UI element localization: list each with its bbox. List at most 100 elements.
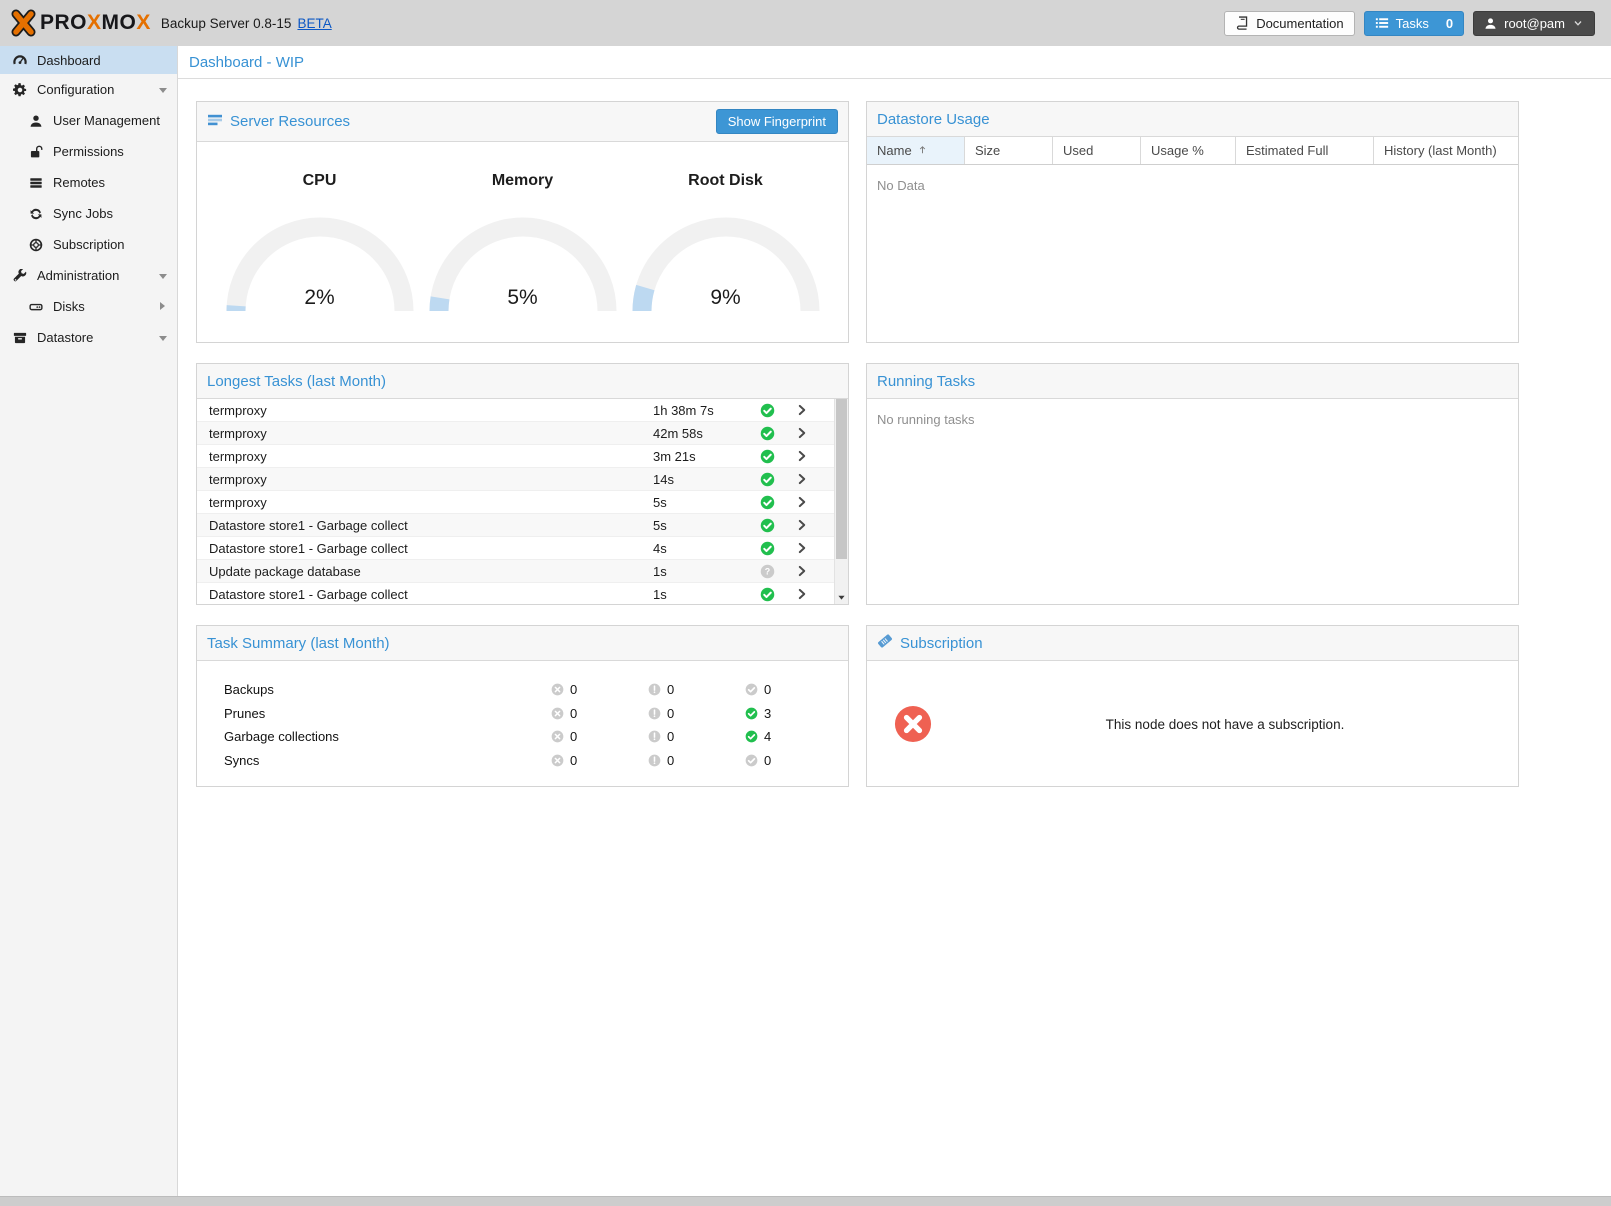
task-open-chevron-icon[interactable] <box>785 542 818 554</box>
task-row[interactable]: termproxy 1h 38m 7s <box>197 399 834 422</box>
sidebar-item-label: Subscription <box>53 237 125 252</box>
task-row[interactable]: Datastore store1 - Garbage collect 4s <box>197 537 834 560</box>
tasks-button[interactable]: Tasks 0 <box>1363 10 1465 36</box>
gauge-memory: Memory 5% <box>421 172 624 312</box>
task-name: Datastore store1 - Garbage collect <box>209 540 408 556</box>
sidebar-item-configuration[interactable]: Configuration <box>0 74 177 105</box>
task-status-ok-icon <box>749 518 785 533</box>
user-menu-button[interactable]: root@pam <box>1473 10 1595 36</box>
error-circle-icon <box>551 730 564 743</box>
sidebar: Dashboard Configuration User Management Per… <box>0 46 178 1196</box>
task-row[interactable]: Datastore store1 - Garbage collect 5s <box>197 514 834 537</box>
subscription-header: Subscription <box>867 626 1518 661</box>
sidebar-item-user-management[interactable]: User Management <box>0 105 177 136</box>
column-header-history-last-month[interactable]: History (last Month) <box>1374 137 1518 164</box>
chevron-down-icon[interactable] <box>159 88 167 97</box>
chevron-down-icon[interactable] <box>159 336 167 345</box>
sidebar-item-administration[interactable]: Administration <box>0 260 177 291</box>
task-duration: 4s <box>653 540 667 556</box>
warning-circle-icon <box>648 707 661 720</box>
column-header-estimated-full[interactable]: Estimated Full <box>1236 137 1374 164</box>
column-header-used[interactable]: Used <box>1053 137 1141 164</box>
unlock-icon <box>28 144 44 160</box>
task-status-ok-icon <box>749 449 785 464</box>
sidebar-item-label: Remotes <box>53 175 106 190</box>
task-open-chevron-icon[interactable] <box>785 588 818 600</box>
column-header-name[interactable]: Name <box>867 137 965 164</box>
task-open-chevron-icon[interactable] <box>785 473 818 485</box>
task-duration: 1s <box>653 586 667 602</box>
server-resources-panel: Server Resources Show Fingerprint CPU 2% M… <box>196 101 849 343</box>
running-tasks-empty-text: No running tasks <box>877 412 975 427</box>
summary-label: Syncs <box>224 752 260 768</box>
subscription-title: Subscription <box>900 634 983 652</box>
documentation-button[interactable]: Documentation <box>1224 10 1355 36</box>
task-status-unknown-icon: ? <box>749 564 785 579</box>
subscription-message: This node does not have a subscription. <box>1105 716 1345 732</box>
gauge-arc <box>226 217 413 312</box>
proxmox-logo: PROXMOX <box>8 8 151 38</box>
product-version: Backup Server 0.8-15 <box>160 15 292 31</box>
sidebar-item-label: Dashboard <box>37 52 101 68</box>
datastore-empty-text: No Data <box>877 178 925 193</box>
task-open-chevron-icon[interactable] <box>785 404 818 416</box>
task-open-chevron-icon[interactable] <box>785 427 818 439</box>
task-row[interactable]: termproxy 14s <box>197 468 834 491</box>
gauges: CPU 2% Memory 5% Root Disk 9% <box>197 142 848 312</box>
summary-row-backups[interactable]: Backups 0 0 0 <box>197 678 848 702</box>
scroll-down-icon[interactable] <box>835 592 848 603</box>
gauge-arc <box>632 217 819 312</box>
sidebar-item-sync-jobs[interactable]: Sync Jobs <box>0 198 177 229</box>
sidebar-item-disks[interactable]: Disks <box>0 291 177 322</box>
chevron-right-icon[interactable] <box>160 302 169 310</box>
brand-letter: X <box>136 11 151 34</box>
sidebar-item-label: Administration <box>37 268 120 283</box>
task-open-chevron-icon[interactable] <box>785 519 818 531</box>
sidebar-item-datastore[interactable]: Datastore <box>0 322 177 353</box>
summary-row-syncs[interactable]: Syncs 0 0 0 <box>197 749 848 773</box>
task-row[interactable]: termproxy 5s <box>197 491 834 514</box>
sidebar-item-permissions[interactable]: Permissions <box>0 136 177 167</box>
running-tasks-title: Running Tasks <box>877 372 976 390</box>
scrollbar-thumb[interactable] <box>836 399 847 559</box>
top-bar: PROXMOX Backup Server 0.8-15 BETA Docume… <box>0 0 1611 46</box>
column-header-size[interactable]: Size <box>965 137 1053 164</box>
task-open-chevron-icon[interactable] <box>785 565 818 577</box>
gauge-value: 5% <box>507 286 538 309</box>
sidebar-item-label: Sync Jobs <box>53 206 113 221</box>
column-header-usage[interactable]: Usage % <box>1141 137 1236 164</box>
task-row[interactable]: termproxy 3m 21s <box>197 445 834 468</box>
running-tasks-header: Running Tasks <box>867 364 1518 399</box>
sidebar-item-remotes[interactable]: Remotes <box>0 167 177 198</box>
chevron-down-icon[interactable] <box>159 274 167 283</box>
summary-row-garbage-collections[interactable]: Garbage collections 0 0 4 <box>197 725 848 749</box>
task-duration: 1h 38m 7s <box>653 402 714 418</box>
ok-count: 0 <box>764 682 772 698</box>
warning-circle-icon <box>648 683 661 696</box>
warning-count: 0 <box>667 752 675 768</box>
scrollbar[interactable] <box>834 399 848 604</box>
svg-text:?: ? <box>764 566 769 576</box>
task-row[interactable]: termproxy 42m 58s <box>197 422 834 445</box>
gauge-cpu: CPU 2% <box>218 172 421 312</box>
sidebar-item-dashboard[interactable]: Dashboard <box>0 46 177 74</box>
sidebar-item-label: Disks <box>53 299 85 314</box>
sidebar-item-label: Datastore <box>37 330 94 345</box>
task-open-chevron-icon[interactable] <box>785 496 818 508</box>
summary-label: Backups <box>224 682 274 698</box>
task-row[interactable]: Update package database 1s? <box>197 560 834 583</box>
page-title: Dashboard - WIP <box>189 53 305 71</box>
show-fingerprint-button[interactable]: Show Fingerprint <box>715 109 838 134</box>
beta-link[interactable]: BETA <box>297 15 332 31</box>
summary-row-prunes[interactable]: Prunes 0 0 3 <box>197 702 848 726</box>
tachometer-icon <box>12 52 28 68</box>
subscription-panel: Subscription This node does not have a s… <box>866 625 1519 787</box>
task-status-ok-icon <box>749 426 785 441</box>
ok-count: 0 <box>764 752 772 768</box>
refresh-icon <box>28 206 44 222</box>
sidebar-item-subscription[interactable]: Subscription <box>0 229 177 260</box>
task-open-chevron-icon[interactable] <box>785 450 818 462</box>
task-name: Datastore store1 - Garbage collect <box>209 517 408 533</box>
datastore-usage-title: Datastore Usage <box>877 110 990 128</box>
task-row[interactable]: Datastore store1 - Garbage collect 1s <box>197 583 834 604</box>
